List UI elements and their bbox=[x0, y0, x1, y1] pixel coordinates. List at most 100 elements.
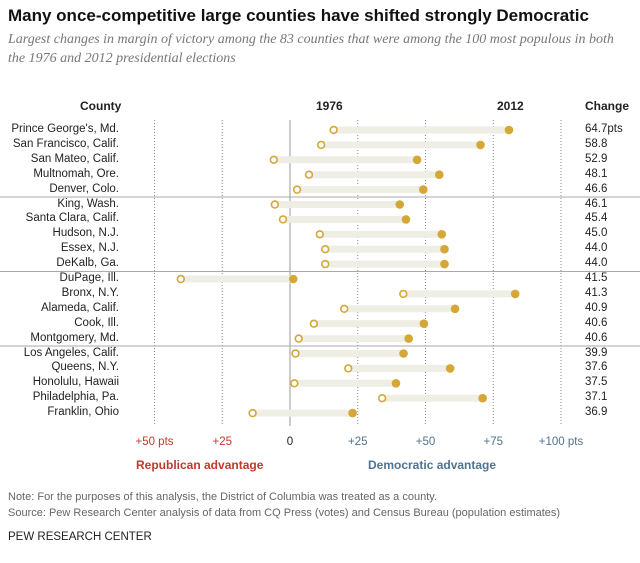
dot-2012 bbox=[399, 349, 408, 358]
county-label: Hudson, N.J. bbox=[52, 227, 119, 240]
change-value: 45.0 bbox=[585, 227, 608, 240]
county-label: Honolulu, Hawaii bbox=[32, 376, 119, 389]
dot-2012 bbox=[437, 230, 447, 239]
dot-1976 bbox=[340, 304, 349, 313]
change-value: 37.6 bbox=[585, 361, 608, 374]
dot-2012 bbox=[478, 393, 487, 403]
change-value: 41.5 bbox=[585, 272, 608, 284]
dot-1976 bbox=[291, 349, 300, 358]
county-label: Franklin, Ohio bbox=[47, 406, 119, 419]
dot-1976 bbox=[309, 319, 319, 328]
footer-pew: PEW RESEARCH CENTER bbox=[8, 531, 152, 543]
change-value: 37.5 bbox=[585, 376, 608, 389]
change-value: 44.0 bbox=[585, 242, 608, 255]
county-label: Queens, N.Y. bbox=[51, 361, 119, 374]
header-change: Change bbox=[585, 99, 630, 113]
tick-label: +50 bbox=[415, 436, 436, 448]
change-value: 46.1 bbox=[585, 197, 608, 210]
change-value: 48.1 bbox=[585, 167, 608, 180]
dot-2012 bbox=[395, 200, 405, 209]
change-value: 52.9 bbox=[585, 152, 608, 165]
dot-1976 bbox=[270, 200, 280, 209]
change-value: 40.6 bbox=[585, 331, 608, 344]
county-label: Bronx, N.Y. bbox=[61, 286, 119, 299]
dot-1976 bbox=[377, 394, 387, 403]
dot-2012 bbox=[476, 140, 485, 150]
dot-1976 bbox=[269, 155, 278, 165]
county-label: Prince George's, Md. bbox=[11, 123, 119, 135]
dot-2012 bbox=[288, 274, 298, 284]
county-label: DuPage, Ill. bbox=[59, 272, 119, 284]
note: Note: For the purposes of this analysis,… bbox=[8, 491, 437, 503]
dot-2012 bbox=[401, 215, 411, 224]
dot-1976 bbox=[278, 215, 288, 224]
change-value: 37.1 bbox=[585, 391, 608, 404]
dot-1976 bbox=[248, 408, 257, 418]
source: Source: Pew Research Center analysis of … bbox=[8, 507, 561, 519]
dot-1976 bbox=[292, 185, 302, 194]
county-label: Denver, Colo. bbox=[49, 182, 119, 195]
change-value: 40.6 bbox=[585, 316, 608, 329]
tick-label: +75 bbox=[483, 436, 504, 448]
change-value: 45.4 bbox=[585, 212, 608, 225]
dot-2012 bbox=[404, 334, 413, 343]
dot-2012 bbox=[348, 408, 357, 418]
change-value: 58.8 bbox=[585, 137, 608, 150]
change-value: 40.9 bbox=[585, 301, 608, 314]
county-label: DeKalb, Ga. bbox=[56, 257, 119, 270]
tick-label: +25 bbox=[212, 436, 233, 448]
dot-1976 bbox=[294, 334, 303, 343]
dot-2012 bbox=[440, 259, 449, 269]
dot-2012 bbox=[419, 319, 429, 329]
dot-2012 bbox=[412, 155, 422, 165]
change-value: 64.7pts bbox=[585, 123, 623, 135]
county-label: King, Wash. bbox=[57, 197, 119, 210]
chart-title: Many once-competitive large counties hav… bbox=[8, 6, 589, 25]
dot-1976 bbox=[290, 379, 299, 388]
county-label: Essex, N.J. bbox=[60, 242, 119, 255]
dot-1976 bbox=[344, 364, 353, 373]
change-value: 46.6 bbox=[585, 182, 608, 195]
change-value: 44.0 bbox=[585, 257, 608, 270]
county-label: San Mateo, Calif. bbox=[30, 152, 119, 165]
header-2012: 2012 bbox=[497, 99, 524, 113]
county-label: Montgomery, Md. bbox=[30, 331, 119, 344]
header-1976: 1976 bbox=[316, 99, 343, 113]
dot-1976 bbox=[176, 274, 185, 284]
dot-1976 bbox=[321, 259, 330, 269]
change-value: 39.9 bbox=[585, 346, 608, 359]
tick-label: +100 pts bbox=[538, 436, 584, 448]
dot-1976 bbox=[315, 230, 325, 239]
dot-1976 bbox=[316, 140, 326, 150]
header-county: County bbox=[80, 99, 122, 113]
dot-2012 bbox=[419, 185, 428, 194]
democratic-advantage-label: Democratic advantage bbox=[368, 458, 497, 472]
county-label: Multnomah, Ore. bbox=[33, 167, 119, 180]
tick-label: 0 bbox=[286, 436, 294, 448]
dot-2012 bbox=[391, 379, 401, 388]
dot-2012 bbox=[504, 125, 514, 135]
tick-label: +25 bbox=[347, 436, 368, 448]
dot-2012 bbox=[450, 304, 460, 314]
county-label: Los Angeles, Calif. bbox=[23, 346, 119, 359]
dot-1976 bbox=[321, 245, 330, 254]
tick-label: +50 pts bbox=[135, 436, 174, 448]
change-value: 41.3 bbox=[585, 286, 608, 299]
dot-1976 bbox=[399, 289, 408, 299]
county-label: Alameda, Calif. bbox=[41, 301, 119, 314]
change-value: 36.9 bbox=[585, 406, 608, 419]
county-label: Philadelphia, Pa. bbox=[32, 391, 119, 404]
dot-2012 bbox=[435, 170, 444, 179]
dot-2012 bbox=[440, 244, 449, 254]
chart-subtitle: Largest changes in margin of victory amo… bbox=[8, 32, 614, 66]
county-label: Cook, Ill. bbox=[74, 316, 119, 329]
dot-1976 bbox=[329, 125, 338, 135]
county-label: Santa Clara, Calif. bbox=[25, 212, 119, 225]
county-label: San Francisco, Calif. bbox=[12, 137, 119, 150]
dot-2012 bbox=[445, 364, 455, 373]
dot-2012 bbox=[510, 289, 520, 299]
dot-1976 bbox=[304, 170, 314, 179]
republican-advantage-label: Republican advantage bbox=[136, 458, 264, 472]
